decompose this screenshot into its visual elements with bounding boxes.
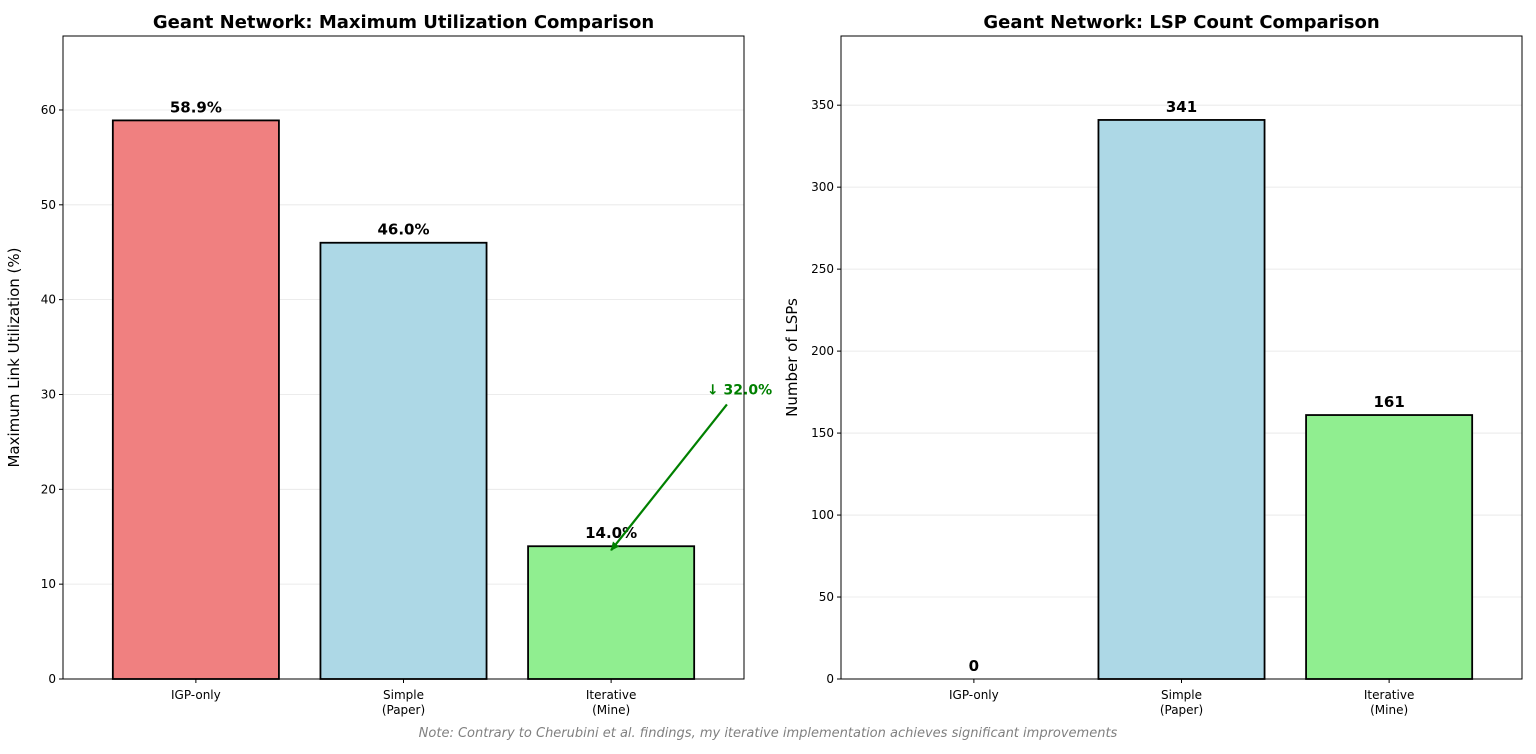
y-tick-label: 100: [811, 508, 834, 522]
lsp-count-chart: 0 341 161 0 50 100 150 200 250 300 350 IGP-only Simp…: [783, 12, 1523, 717]
y-tick-label: 200: [811, 344, 834, 358]
bar-value-label: 58.9%: [170, 98, 222, 116]
annotation-arrow: [610, 403, 728, 552]
y-tick-label: 50: [819, 590, 834, 604]
y-tick-label: 20: [41, 482, 56, 496]
y-tick-label: 0: [48, 672, 56, 686]
chart-title: Geant Network: LSP Count Comparison: [983, 12, 1379, 33]
y-tick-label: 150: [811, 426, 834, 440]
utilization-chart: 58.9% 46.0% 14.0% 0 10 20 30 40 50 60 IGP-only Simp…: [5, 12, 772, 717]
x-tick-label: Iterative (Mine): [586, 688, 636, 717]
y-axis-label: Number of LSPs: [783, 298, 801, 417]
y-tick-label: 40: [41, 293, 56, 307]
y-tick-label: 300: [811, 180, 834, 194]
annotation-label: ↓ 32.0%: [707, 382, 772, 398]
chart-title: Geant Network: Maximum Utilization Compa…: [153, 12, 654, 33]
bar-2: [527, 545, 696, 680]
x-tick-label: Simple (Paper): [382, 688, 425, 717]
x-tick-label: IGP-only: [949, 688, 999, 702]
y-tick-label: 50: [41, 198, 56, 212]
bar-2: [1305, 414, 1474, 680]
y-tick-label: 350: [811, 98, 834, 112]
bar-value-label: 0: [969, 657, 979, 675]
x-tick-label: Iterative (Mine): [1364, 688, 1414, 717]
bar-value-label: 161: [1373, 393, 1404, 411]
footnote: Note: Contrary to Cherubini et al. findi…: [418, 726, 1118, 741]
bar-value-label: 341: [1166, 98, 1197, 116]
bar-value-label: 14.0%: [585, 524, 637, 542]
y-tick-label: 250: [811, 262, 834, 276]
y-tick-label: 0: [826, 672, 834, 686]
bar-1: [1097, 119, 1266, 680]
x-tick-label: IGP-only: [171, 688, 221, 702]
y-tick-label: 30: [41, 387, 56, 401]
bar-1: [319, 241, 488, 680]
bar-0: [111, 119, 280, 680]
y-tick-label: 10: [41, 577, 56, 591]
y-tick-label: 60: [41, 103, 56, 117]
bar-value-label: 46.0%: [377, 221, 429, 239]
y-axis-label: Maximum Link Utilization (%): [5, 247, 23, 467]
x-tick-label: Simple (Paper): [1160, 688, 1203, 717]
